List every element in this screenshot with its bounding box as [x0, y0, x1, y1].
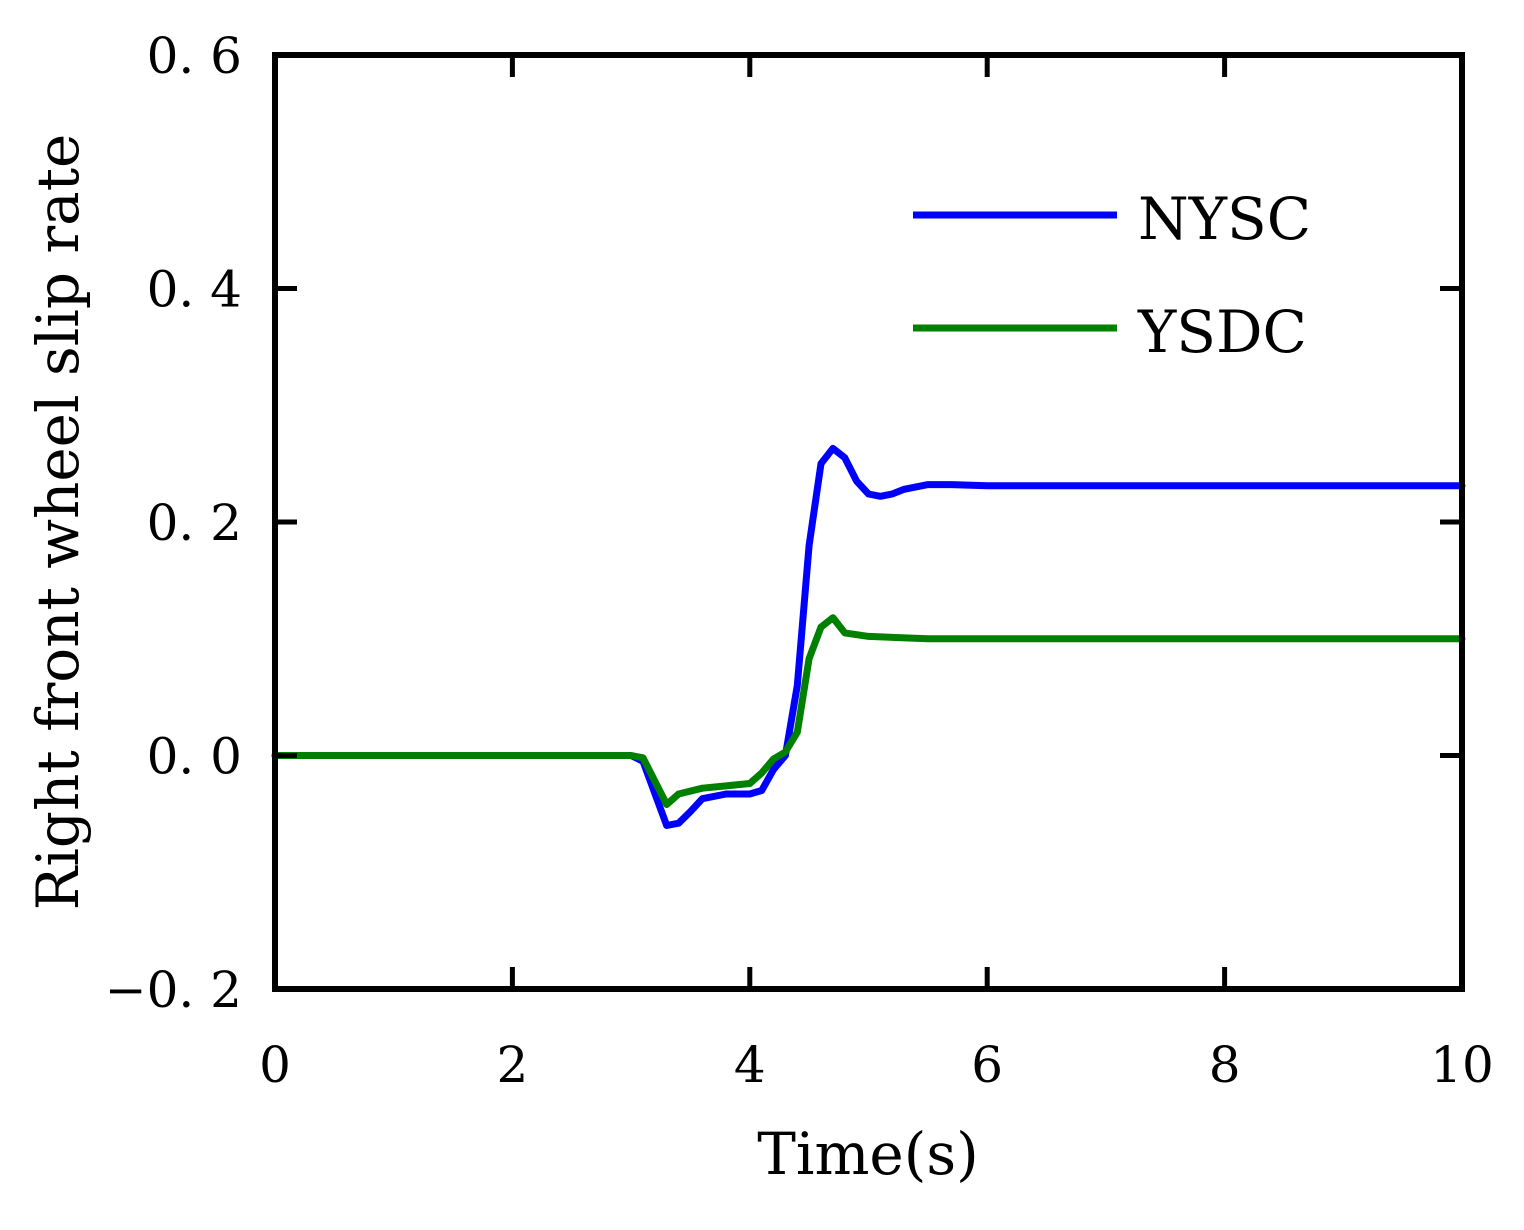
- series-line-nysc: [271, 444, 1466, 829]
- y-axis-title: Right front wheel slip rate: [24, 134, 92, 911]
- legend: NYSC YSDC: [913, 185, 1311, 366]
- x-tick-label: 8: [1209, 1036, 1241, 1094]
- y-tick-label: 0. 6: [147, 27, 242, 85]
- series-layer: [271, 444, 1466, 829]
- y-tick-label: 0. 0: [147, 728, 242, 786]
- legend-label-nysc: NYSC: [1138, 185, 1311, 253]
- ticks-layer: 0 2 4 6 8 10 −0. 2 0. 0 0. 2 0. 4 0. 6: [105, 27, 1494, 1094]
- x-tick-label: 10: [1430, 1036, 1494, 1094]
- x-tick-label: 6: [971, 1036, 1003, 1094]
- series-line-ysdc: [271, 614, 1466, 808]
- y-tick-label: 0. 4: [147, 261, 242, 319]
- x-tick-label: 2: [496, 1036, 528, 1094]
- y-tick-label: 0. 2: [147, 494, 242, 552]
- x-tick-label: 0: [259, 1036, 291, 1094]
- x-axis-title: Time(s): [757, 1120, 979, 1188]
- plot-frame: [272, 52, 1465, 992]
- x-tick-label: 4: [734, 1036, 766, 1094]
- y-tick-label: −0. 2: [105, 961, 242, 1019]
- legend-label-ysdc: YSDC: [1137, 298, 1307, 366]
